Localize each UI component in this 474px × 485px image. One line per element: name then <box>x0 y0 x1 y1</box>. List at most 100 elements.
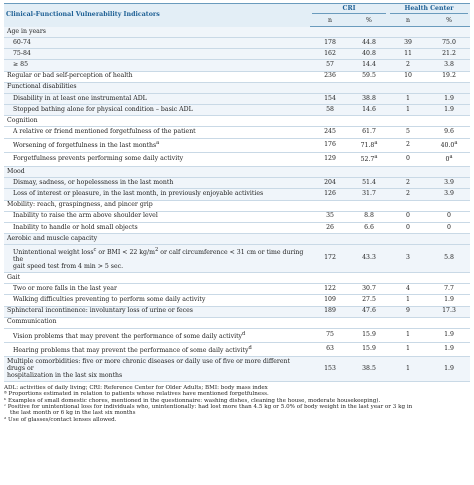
cri-n-cell-value: 154 <box>324 94 336 102</box>
row-label: Disability in at least one instrumental … <box>4 93 310 106</box>
hc-pct-cell-value: 1.9 <box>444 296 454 304</box>
footnote: ADL: activities of daily living; CRI: Re… <box>4 385 268 392</box>
cri-n-cell-value: 122 <box>324 284 336 292</box>
hc-n-cell <box>388 82 428 94</box>
cri-pct-cell: 47.6 <box>350 306 388 318</box>
row-label-text: Communication <box>7 318 57 326</box>
cri-n-cell <box>310 233 350 246</box>
cri-n-cell: 58 <box>310 104 350 117</box>
cri-pct-cell-value: 8.8 <box>364 212 374 220</box>
hc-n-cell: 1 <box>388 294 428 307</box>
cri-pct-cell-value: 52.7 <box>360 156 375 164</box>
cri-n-cell-value: 245 <box>324 128 336 136</box>
col-header-hc-n: n <box>388 16 428 28</box>
cri-n-cell-value: 162 <box>324 49 336 57</box>
cri-n-cell <box>310 317 350 329</box>
hc-n-cell-value: 1 <box>406 105 410 113</box>
row-label-text: gait speed test from 4 min > 5 sec. <box>13 262 124 270</box>
row-label-text: Loss of interest or pleasure, in the las… <box>13 190 264 198</box>
table-row: Cognition <box>4 115 471 128</box>
cri-n-cell <box>310 200 350 212</box>
hc-n-cell: 1 <box>388 328 428 344</box>
cri-pct-cell <box>350 26 388 39</box>
table-row: Stopped bathing alone for physical condi… <box>4 104 471 117</box>
table-row: Disability in at least one instrumental … <box>4 93 471 106</box>
cri-n-cell: 129 <box>310 152 350 168</box>
table-row: Hearing problems that may prevent the pe… <box>4 342 471 358</box>
cri-n-cell: 109 <box>310 294 350 307</box>
hc-pct-cell-value: 3.9 <box>444 178 454 186</box>
hc-pct-cell-value: 0 <box>447 223 451 231</box>
cri-n-cell: 176 <box>310 138 350 153</box>
cri-n-cell-value: 178 <box>324 38 336 46</box>
hc-n-cell-value: 11 <box>404 49 412 57</box>
cri-n-cell-value: 63 <box>326 345 334 353</box>
cri-n-cell: 178 <box>310 37 350 50</box>
superscript: 2 <box>154 246 159 253</box>
hc-pct-cell-value: 1.9 <box>444 105 454 113</box>
hc-pct-cell <box>428 317 471 329</box>
table-row: Worsening of forgetfulness in the last m… <box>4 138 471 153</box>
row-label-text: Functional disabilities <box>7 83 77 91</box>
cri-pct-cell-value: 27.5 <box>362 296 376 304</box>
hc-pct-cell-value: 1.9 <box>444 364 454 372</box>
cri-pct-cell: 15.9 <box>350 342 388 358</box>
row-label-text: Age in years <box>7 27 46 35</box>
cri-n-cell-value: 172 <box>324 254 336 262</box>
hc-n-cell-value: 39 <box>404 38 412 46</box>
table-row: A relative or friend mentioned forgetful… <box>4 126 471 139</box>
row-label-text: Vision problems that may prevent the per… <box>13 332 243 340</box>
cri-pct-cell-value: 59.5 <box>362 72 376 80</box>
hc-pct-cell: 40.0a <box>428 138 471 153</box>
row-label-text: 75-84 <box>13 49 31 57</box>
row-label: Walking difficulties preventing to perfo… <box>4 294 310 307</box>
hc-n-cell <box>388 166 428 179</box>
table-row: Walking difficulties preventing to perfo… <box>4 294 471 307</box>
hc-n-cell-value: 0 <box>406 223 410 231</box>
group-header-cri: CRI <box>310 3 388 17</box>
row-label: Stopped bathing alone for physical condi… <box>4 104 310 117</box>
hc-pct-cell: 1.9 <box>428 93 471 106</box>
cri-n-cell: 172 <box>310 244 350 274</box>
hc-pct-cell-value: 5.8 <box>444 254 454 262</box>
cri-n-cell: 189 <box>310 306 350 318</box>
hc-pct-cell-value: 0 <box>447 212 451 220</box>
cri-n-cell-value: 129 <box>324 155 336 163</box>
hc-n-cell <box>388 233 428 246</box>
table-row: 75-84 162 40.8 11 21.2 <box>4 48 471 61</box>
hc-pct-cell <box>428 115 471 128</box>
cri-pct-cell <box>350 200 388 212</box>
cri-pct-cell-value: 38.8 <box>362 94 376 102</box>
cri-pct-cell-value: 71.8 <box>360 142 375 150</box>
hc-n-cell: 10 <box>388 71 428 83</box>
row-label-text: Disability in at least one instrumental … <box>13 94 147 102</box>
row-label-text: or BMI < 22 kg/m <box>96 248 155 256</box>
footnote-marker: d <box>242 330 246 337</box>
hc-n-cell: 2 <box>388 177 428 190</box>
cri-pct-cell: 14.6 <box>350 104 388 117</box>
hc-pct-cell-value: 3.8 <box>444 61 454 69</box>
row-label-text: Cognition <box>7 116 38 124</box>
table-row: Functional disabilities <box>4 82 471 94</box>
hc-n-cell: 1 <box>388 93 428 106</box>
row-label-text: Mobility: reach, graspingness, and pince… <box>7 201 153 209</box>
row-label-text: Unintentional weight loss <box>13 248 94 256</box>
cri-n-cell-value: 58 <box>326 105 334 113</box>
hc-pct-cell-value: 21.2 <box>442 49 456 57</box>
row-label-text: Dismay, sadness, or hopelessness in the … <box>13 178 174 186</box>
table-row: Two or more falls in the last year 122 30.… <box>4 283 471 296</box>
row-label-text: 60-74 <box>13 38 31 46</box>
cri-pct-cell-value: 47.6 <box>362 307 376 315</box>
cri-n-cell: 245 <box>310 126 350 139</box>
hc-n-cell-value: 2 <box>406 190 410 198</box>
cri-pct-cell: 71.8a <box>350 138 388 153</box>
cri-n-cell-value: 236 <box>324 72 336 80</box>
cri-n-cell: 122 <box>310 283 350 296</box>
hc-n-cell <box>388 317 428 329</box>
table-body: Age in years 60-74 178 44.8 39 75.0 75-84 162 40… <box>4 26 471 383</box>
cri-pct-cell: 44.8 <box>350 37 388 50</box>
cri-pct-cell: 38.8 <box>350 93 388 106</box>
cri-pct-cell <box>350 233 388 246</box>
hc-n-cell: 5 <box>388 126 428 139</box>
table-row: Age in years <box>4 26 471 39</box>
